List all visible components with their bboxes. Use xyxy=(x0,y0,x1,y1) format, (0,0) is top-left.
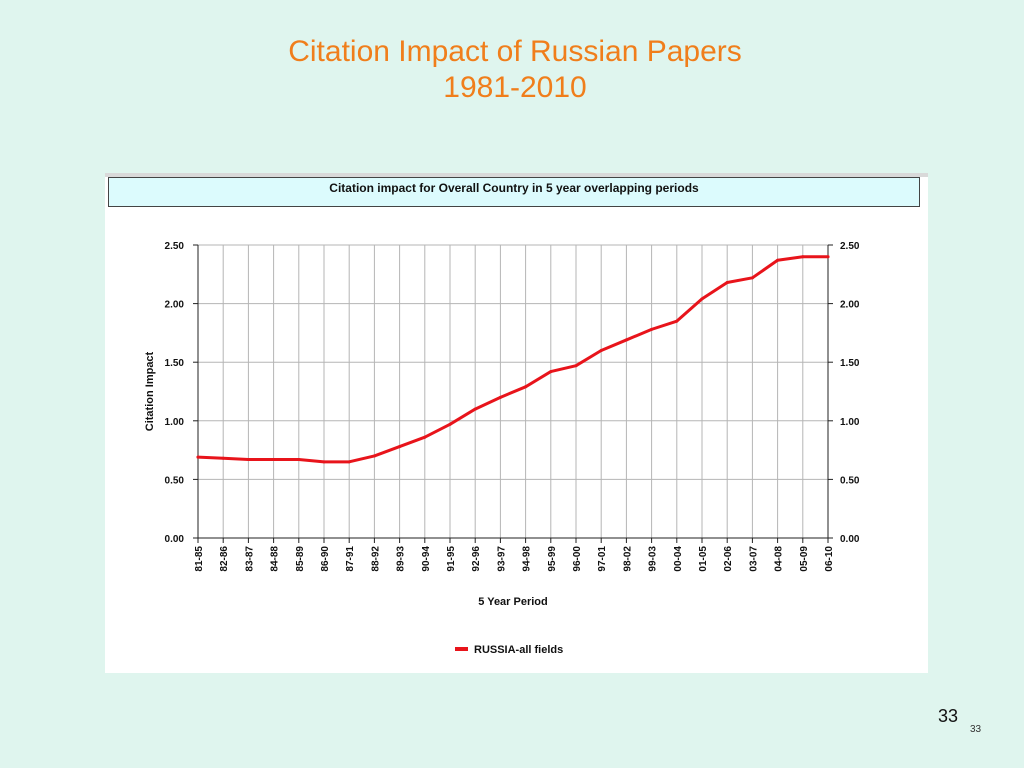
legend-label: RUSSIA-all fields xyxy=(474,644,563,656)
data-point xyxy=(700,297,704,301)
chart-title: Citation impact for Overall Country in 5… xyxy=(108,177,920,207)
slide-title-line2: 1981-2010 xyxy=(443,71,587,104)
y-tick-label-left: 0.50 xyxy=(165,475,185,486)
x-tick-label: 92-96 xyxy=(471,546,482,572)
x-tick-label: 91-95 xyxy=(446,546,457,572)
x-tick-label: 97-01 xyxy=(597,546,608,572)
x-tick-label: 05-09 xyxy=(799,546,810,572)
y-tick-label-right: 2.00 xyxy=(840,300,860,311)
x-tick-label: 85-89 xyxy=(295,546,306,572)
data-point xyxy=(498,395,502,399)
data-point xyxy=(423,435,427,439)
data-point xyxy=(801,255,805,259)
data-point xyxy=(246,457,250,461)
x-tick-label: 95-99 xyxy=(547,546,558,572)
x-tick-label: 94-98 xyxy=(522,546,533,572)
data-point xyxy=(372,454,376,458)
data-point xyxy=(347,460,351,464)
x-tick-label: 02-06 xyxy=(723,546,734,572)
x-tick-label: 90-94 xyxy=(421,546,432,572)
x-tick-label: 04-08 xyxy=(774,546,785,572)
x-tick-label: 01-05 xyxy=(698,546,709,572)
x-tick-label: 83-87 xyxy=(244,546,255,572)
data-point xyxy=(549,370,553,374)
x-tick-label: 87-91 xyxy=(345,546,356,572)
x-tick-label: 96-00 xyxy=(572,546,583,572)
data-point xyxy=(398,445,402,449)
data-point xyxy=(725,281,729,285)
page-number: 33 xyxy=(938,706,959,726)
y-tick-label-right: 1.50 xyxy=(840,358,860,369)
data-point xyxy=(624,338,628,342)
data-point xyxy=(750,276,754,280)
data-point xyxy=(776,258,780,262)
x-tick-label: 88-92 xyxy=(370,546,381,572)
x-tick-label: 89-93 xyxy=(396,546,407,572)
chart-panel-topbar xyxy=(105,173,928,177)
y-tick-label-right: 1.00 xyxy=(840,417,860,428)
x-tick-label: 93-97 xyxy=(496,546,507,572)
slide-title: Citation Impact of Russian Papers 1981-2… xyxy=(0,34,1024,106)
data-point xyxy=(675,319,679,323)
x-tick-label: 82-86 xyxy=(219,546,230,572)
data-point xyxy=(574,364,578,368)
data-point xyxy=(297,457,301,461)
y-tick-label-right: 0.50 xyxy=(840,475,860,486)
y-tick-label-right: 0.00 xyxy=(840,534,860,545)
page-number-small: 33 xyxy=(970,724,982,735)
data-point xyxy=(221,456,225,460)
y-tick-label-right: 2.50 xyxy=(840,241,860,252)
y-tick-label-left: 0.00 xyxy=(165,534,185,545)
x-tick-label: 84-88 xyxy=(270,546,281,572)
data-point xyxy=(196,455,200,459)
y-tick-label-left: 2.50 xyxy=(165,241,185,252)
x-tick-label: 06-10 xyxy=(824,546,835,572)
y-tick-label-left: 1.50 xyxy=(165,358,185,369)
y-tick-label-left: 2.00 xyxy=(165,300,185,311)
y-axis-title: Citation Impact xyxy=(144,351,156,431)
x-tick-label: 86-90 xyxy=(320,546,331,572)
data-point xyxy=(826,255,830,259)
x-tick-label: 00-04 xyxy=(673,546,684,572)
x-tick-label: 98-02 xyxy=(622,546,633,572)
data-point xyxy=(322,460,326,464)
x-tick-label: 03-07 xyxy=(748,546,759,572)
x-tick-label: 99-03 xyxy=(648,546,659,572)
data-point xyxy=(524,385,528,389)
slide-title-line1: Citation Impact of Russian Papers xyxy=(288,35,742,68)
x-tick-label: 81-85 xyxy=(194,546,205,572)
series-line-russia xyxy=(196,255,830,464)
data-point xyxy=(272,457,276,461)
x-axis-title: 5 Year Period xyxy=(478,596,548,608)
chart-panel: Citation impact for Overall Country in 5… xyxy=(105,173,928,673)
data-point xyxy=(650,327,654,331)
data-point xyxy=(473,407,477,411)
data-point xyxy=(599,348,603,352)
y-tick-label-left: 1.00 xyxy=(165,417,185,428)
line-chart: 0.00 0.00 0.50 0.50 1.00 1.00 1.50 1.50 2.00 2.00… xyxy=(144,241,860,656)
data-point xyxy=(448,422,452,426)
